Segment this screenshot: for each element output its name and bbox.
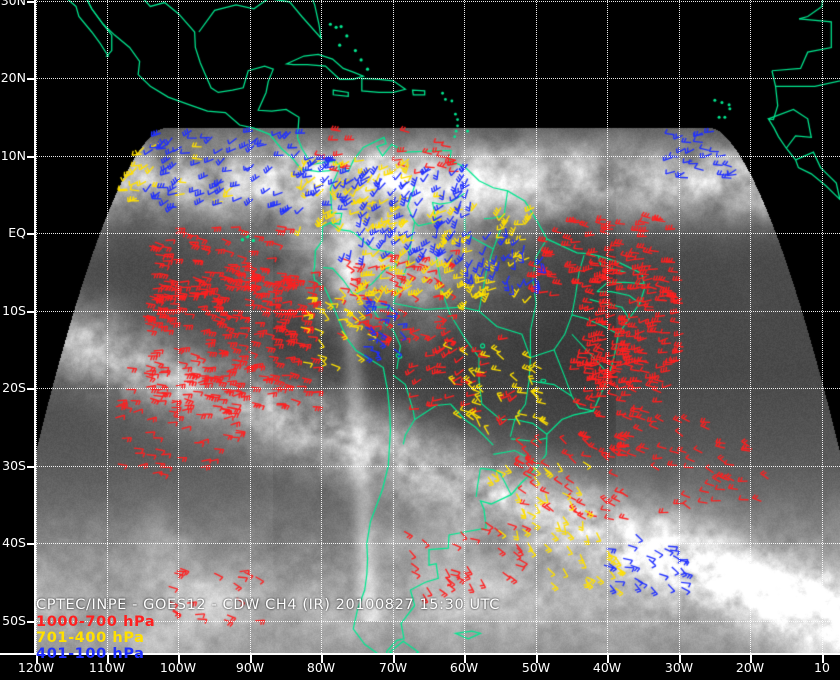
latitude-tick-label: 20S <box>2 380 26 395</box>
grid-meridian <box>822 0 823 653</box>
latitude-tick <box>27 156 36 158</box>
longitude-tick-label: 20W <box>735 660 765 675</box>
latitude-tick-label: 10N <box>0 148 26 163</box>
legend-item-mid-level: 701-400 hPa <box>36 630 145 646</box>
longitude-tick <box>822 655 824 663</box>
product-caption: CPTEC/INPE - GOES12 - CDW CH4 (IR) 20100… <box>36 597 501 613</box>
grid-parallel <box>35 78 840 79</box>
grid-meridian <box>750 0 751 653</box>
grid-meridian <box>536 0 537 653</box>
grid-meridian <box>250 0 251 653</box>
grid-meridian <box>393 0 394 653</box>
legend-item-low-level: 1000-700 hPa <box>36 614 156 630</box>
longitude-tick <box>393 655 395 663</box>
legend-item-high-level: 401-100 hPa <box>36 646 145 662</box>
grid-parallel <box>35 466 840 467</box>
latitude-tick <box>27 78 36 80</box>
latitude-tick-label: 10S <box>2 303 26 318</box>
longitude-tick <box>750 655 752 663</box>
grid-parallel <box>35 156 840 157</box>
plot-frame-bottom-border <box>0 653 840 655</box>
grid-parallel <box>35 1 840 2</box>
longitude-tick-label: 10 <box>814 660 830 675</box>
longitude-tick-label: 110W <box>88 660 126 675</box>
longitude-tick-label: 30W <box>664 660 694 675</box>
longitude-tick-label: 40W <box>592 660 622 675</box>
longitude-tick-label: 70W <box>378 660 408 675</box>
grid-meridian <box>464 0 465 653</box>
grid-meridian <box>679 0 680 653</box>
longitude-tick <box>107 655 109 663</box>
longitude-tick-label: 50W <box>521 660 551 675</box>
grid-parallel <box>35 311 840 312</box>
latitude-tick-label: 50S <box>2 613 26 628</box>
longitude-tick-label: 80W <box>306 660 336 675</box>
latitude-tick <box>27 543 36 545</box>
plot-frame-left-border <box>34 0 36 653</box>
latitude-tick <box>27 1 36 3</box>
grid-parallel <box>35 233 840 234</box>
grid-parallel <box>35 543 840 544</box>
latitude-tick <box>27 233 36 235</box>
latitude-tick <box>27 621 36 623</box>
goes12-ir-satellite-canvas <box>35 0 840 653</box>
latitude-tick-label: 20N <box>0 70 26 85</box>
longitude-tick-label: 60W <box>449 660 479 675</box>
satellite-imagery-layer <box>35 0 840 653</box>
grid-parallel <box>35 621 840 622</box>
longitude-tick <box>607 655 609 663</box>
grid-meridian <box>321 0 322 653</box>
longitude-tick-label: 120W <box>17 660 55 675</box>
longitude-tick-label: 90W <box>235 660 265 675</box>
latitude-tick <box>27 311 36 313</box>
longitude-tick-label: 100W <box>159 660 197 675</box>
longitude-tick <box>536 655 538 663</box>
latitude-tick-label: 30S <box>2 458 26 473</box>
latitude-tick <box>27 466 36 468</box>
longitude-tick <box>250 655 252 663</box>
latitude-tick-label: 40S <box>2 535 26 550</box>
longitude-tick <box>321 655 323 663</box>
grid-meridian <box>607 0 608 653</box>
latitude-tick <box>27 388 36 390</box>
map-plot-area <box>35 0 840 653</box>
longitude-tick <box>178 655 180 663</box>
latitude-tick-label: EQ <box>8 225 26 240</box>
grid-parallel <box>35 388 840 389</box>
grid-meridian <box>36 0 37 653</box>
latitude-tick-label: 30N <box>0 0 26 8</box>
grid-meridian <box>107 0 108 653</box>
longitude-tick <box>36 655 38 663</box>
grid-meridian <box>178 0 179 653</box>
longitude-tick <box>464 655 466 663</box>
longitude-tick <box>679 655 681 663</box>
